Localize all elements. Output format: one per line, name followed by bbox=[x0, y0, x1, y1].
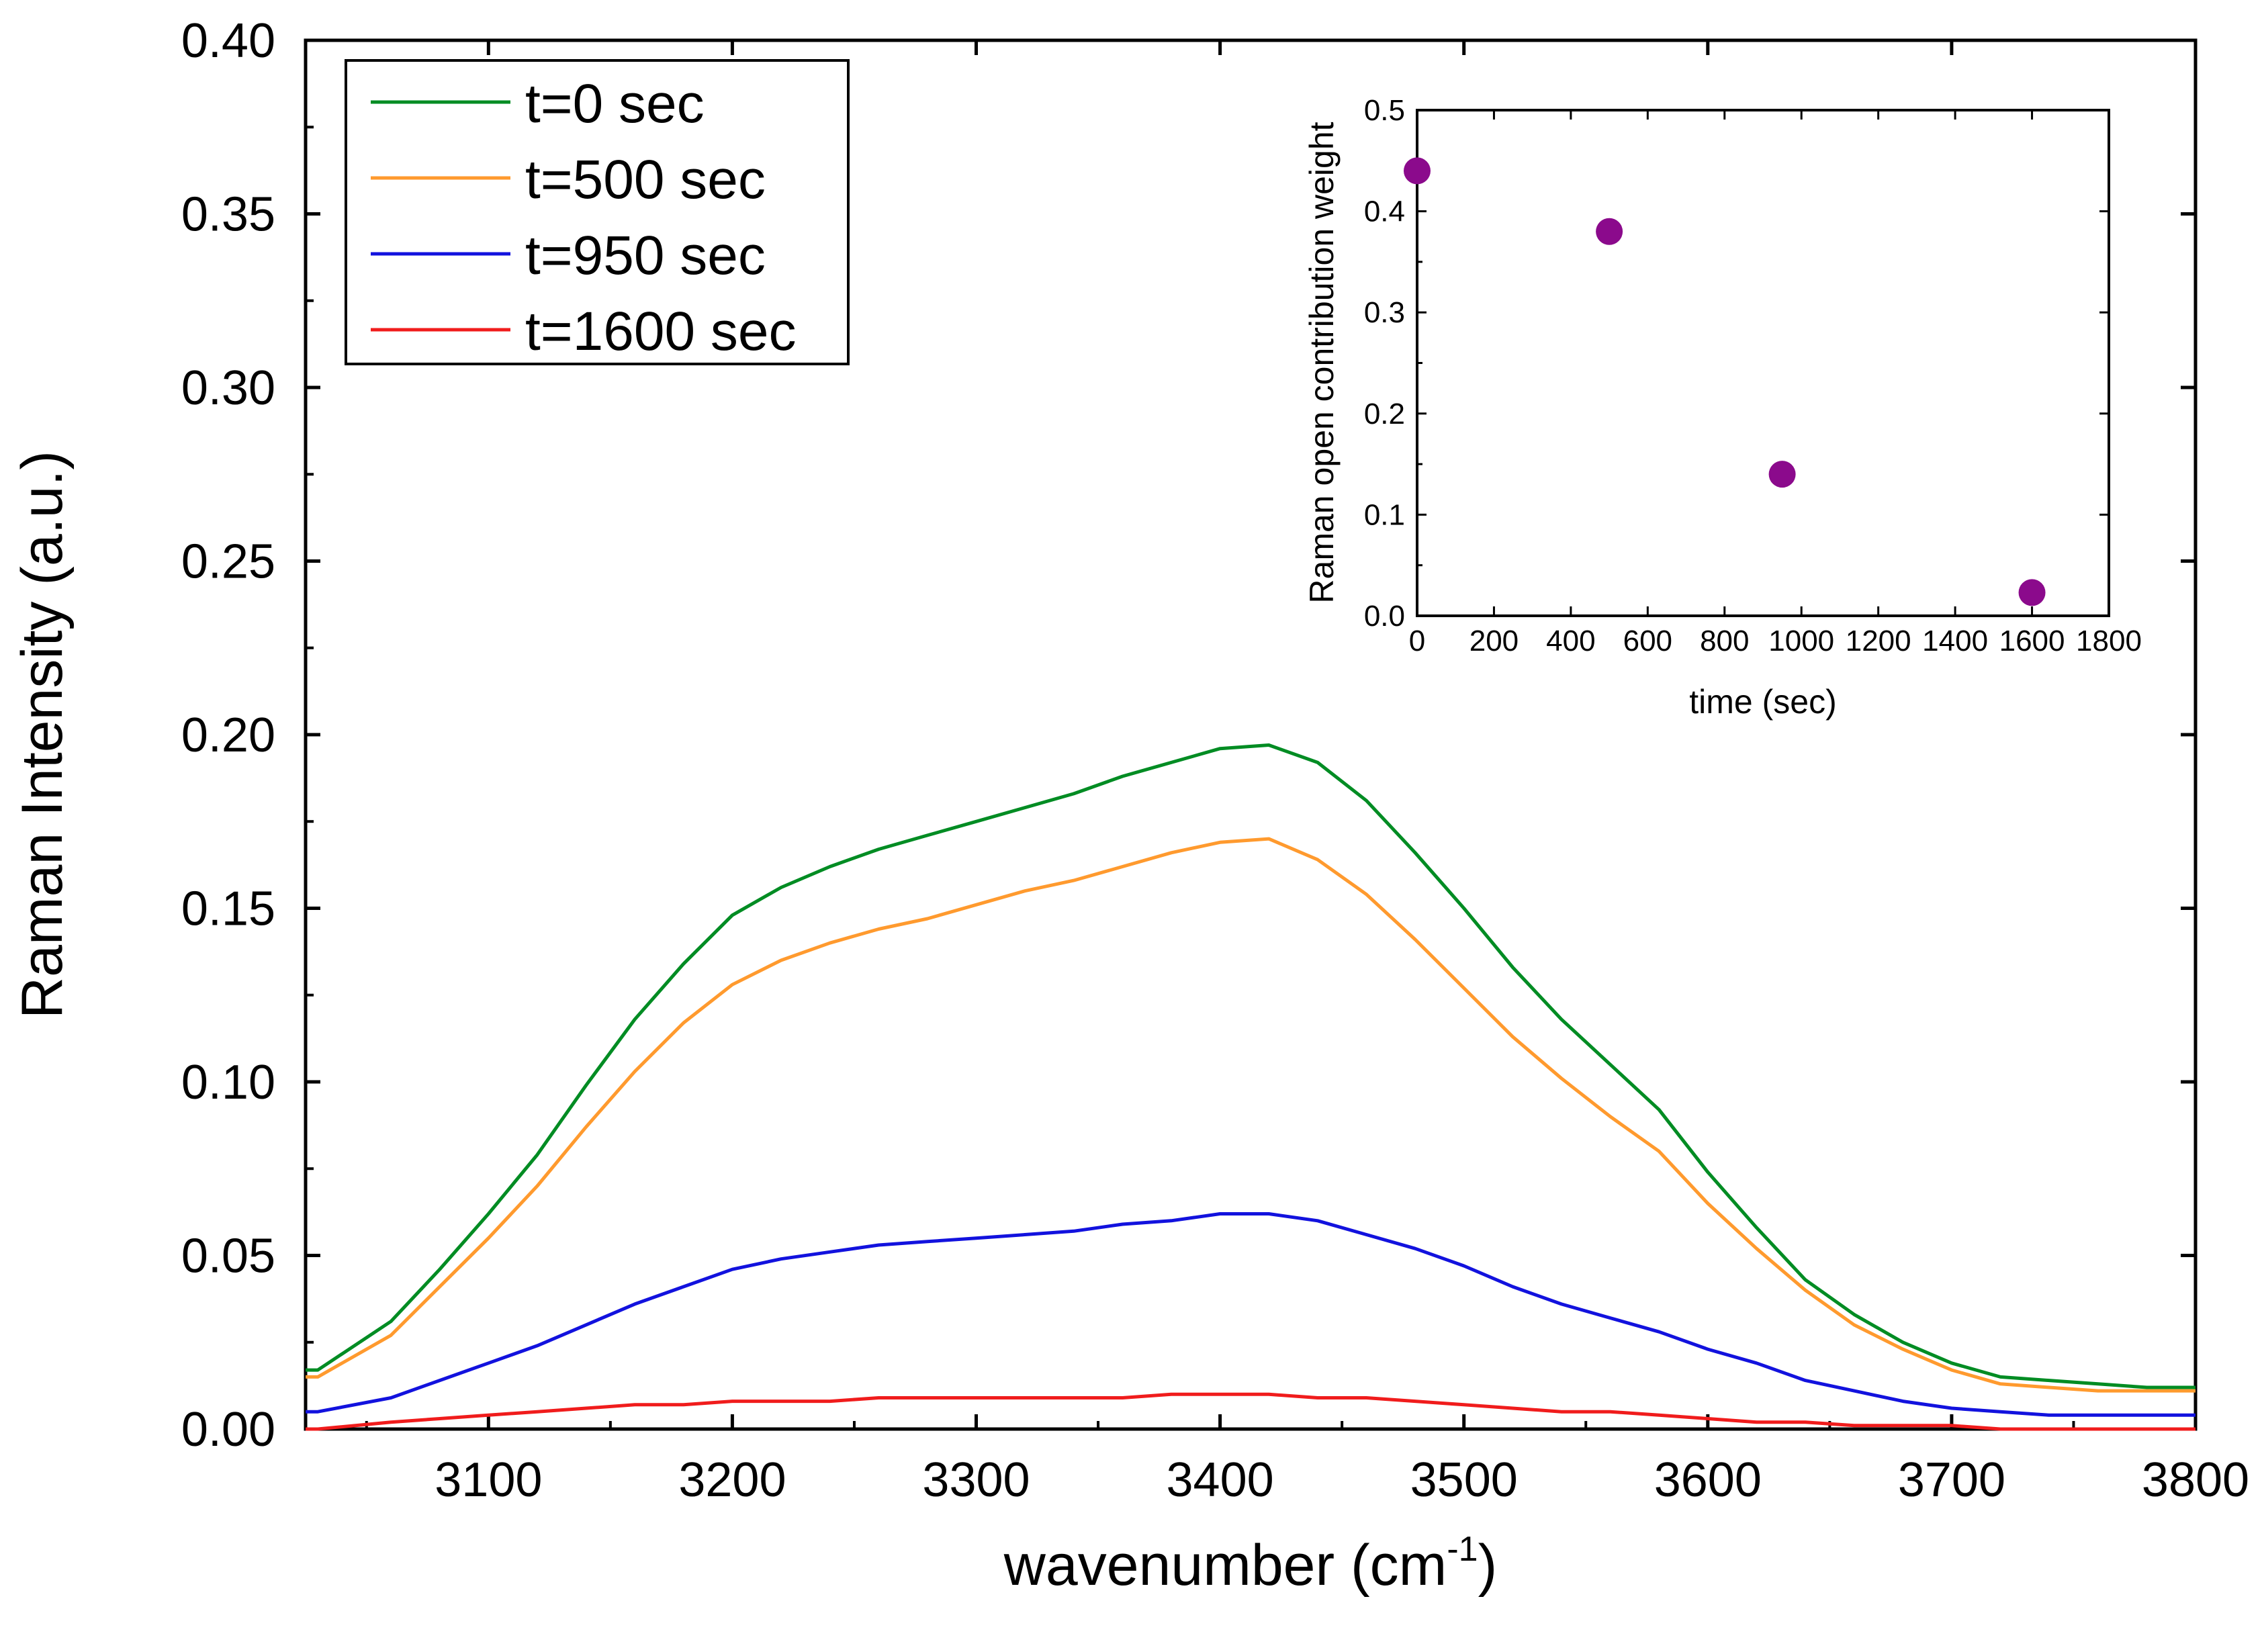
inset-x-tick-label: 600 bbox=[1623, 625, 1672, 657]
main-y-tick-label: 0.00 bbox=[181, 1403, 275, 1457]
inset-data-points bbox=[1404, 157, 2046, 606]
main-x-axis-label-text: wavenumber (cm bbox=[1003, 1533, 1447, 1598]
series-line-t-0-sec bbox=[306, 743, 2196, 1389]
inset-y-tick-label: 0.0 bbox=[1364, 600, 1405, 633]
legend-items: t=0 sec t=500 sec t=950 sec t=1600 sec bbox=[371, 73, 796, 362]
series-line-t-1600-sec bbox=[306, 1392, 2196, 1431]
main-y-axis-ticks: 0.000.050.100.150.200.250.300.350.40 bbox=[181, 14, 2196, 1457]
main-plot: 3100 3200 3300 3400 3500 3600 3700 3800 0.000.0… bbox=[10, 14, 2249, 1598]
main-x-tick-label: 3800 bbox=[2142, 1453, 2249, 1507]
main-y-tick-label: 0.15 bbox=[181, 882, 275, 936]
main-plot-series bbox=[306, 743, 2196, 1431]
inset-x-tick-label: 800 bbox=[1700, 625, 1749, 657]
main-y-tick-label: 0.35 bbox=[181, 188, 275, 242]
inset-data-point bbox=[1404, 157, 1431, 185]
inset-x-tick-label: 1200 bbox=[1846, 625, 1911, 657]
main-x-tick-label: 3500 bbox=[1410, 1453, 1518, 1507]
main-x-axis-label-end: ) bbox=[1478, 1533, 1498, 1598]
legend-box bbox=[345, 59, 850, 365]
main-x-tick-label: 3700 bbox=[1898, 1453, 2005, 1507]
legend-label: t=950 sec bbox=[525, 225, 766, 286]
inset-x-axis-ticks: 0 200 400 600 800 1000 1200 1400 1600 1800 bbox=[1409, 110, 2142, 657]
inset-x-axis-label: time (sec) bbox=[1689, 683, 1836, 721]
inset-x-tick-label: 200 bbox=[1469, 625, 1519, 657]
inset-x-tick-label: 400 bbox=[1546, 625, 1595, 657]
inset-y-tick-label: 0.3 bbox=[1364, 296, 1405, 329]
inset-plot: 0 200 400 600 800 1000 1200 1400 1600 1800 0.0 0.1… bbox=[1303, 94, 2142, 721]
inset-plot-frame bbox=[1416, 109, 2110, 617]
main-x-tick-label: 3600 bbox=[1654, 1453, 1762, 1507]
main-x-tick-label: 3300 bbox=[922, 1453, 1030, 1507]
main-x-axis-label-superscript: -1 bbox=[1447, 1530, 1478, 1569]
main-x-axis-ticks: 3100 3200 3300 3400 3500 3600 3700 3800 bbox=[365, 40, 2249, 1507]
main-y-tick-label: 0.40 bbox=[181, 14, 275, 68]
inset-x-tick-label: 1800 bbox=[2076, 625, 2142, 657]
main-y-tick-label: 0.10 bbox=[181, 1056, 275, 1109]
inset-x-tick-label: 0 bbox=[1409, 625, 1425, 657]
inset-y-tick-label: 0.5 bbox=[1364, 94, 1405, 127]
main-x-tick-label: 3200 bbox=[678, 1453, 786, 1507]
inset-y-tick-label: 0.2 bbox=[1364, 398, 1405, 430]
series-line-t-950-sec bbox=[306, 1212, 2196, 1417]
legend-label: t=500 sec bbox=[525, 149, 766, 210]
main-y-tick-label: 0.05 bbox=[181, 1230, 275, 1283]
main-x-tick-label: 3400 bbox=[1167, 1453, 1274, 1507]
legend-label: t=1600 sec bbox=[525, 301, 796, 362]
main-x-tick-label: 3100 bbox=[435, 1453, 542, 1507]
inset-x-tick-label: 1400 bbox=[1922, 625, 1988, 657]
inset-data-point bbox=[2018, 579, 2046, 606]
inset-data-point bbox=[1596, 218, 1623, 245]
main-y-axis-label: Raman Intensity (a.u.) bbox=[10, 451, 75, 1019]
series-line-t-500-sec bbox=[306, 837, 2196, 1393]
inset-data-point bbox=[1768, 461, 1796, 488]
inset-x-tick-label: 1000 bbox=[1768, 625, 1834, 657]
inset-y-axis-label: Raman open contribution weight bbox=[1303, 122, 1341, 603]
legend-label: t=0 sec bbox=[525, 73, 705, 134]
main-y-tick-label: 0.30 bbox=[181, 361, 275, 415]
main-y-tick-label: 0.20 bbox=[181, 708, 275, 762]
inset-y-tick-label: 0.4 bbox=[1364, 195, 1405, 228]
inset-y-axis-ticks: 0.0 0.1 0.2 0.3 0.4 0.5 bbox=[1364, 94, 2109, 633]
inset-y-tick-label: 0.1 bbox=[1364, 498, 1405, 531]
main-x-axis-label: wavenumber (cm-1) bbox=[1003, 1530, 1497, 1598]
legend: t=0 sec t=500 sec t=950 sec t=1600 sec bbox=[345, 59, 850, 365]
main-y-tick-label: 0.25 bbox=[181, 535, 275, 589]
inset-x-tick-label: 1600 bbox=[1999, 625, 2065, 657]
